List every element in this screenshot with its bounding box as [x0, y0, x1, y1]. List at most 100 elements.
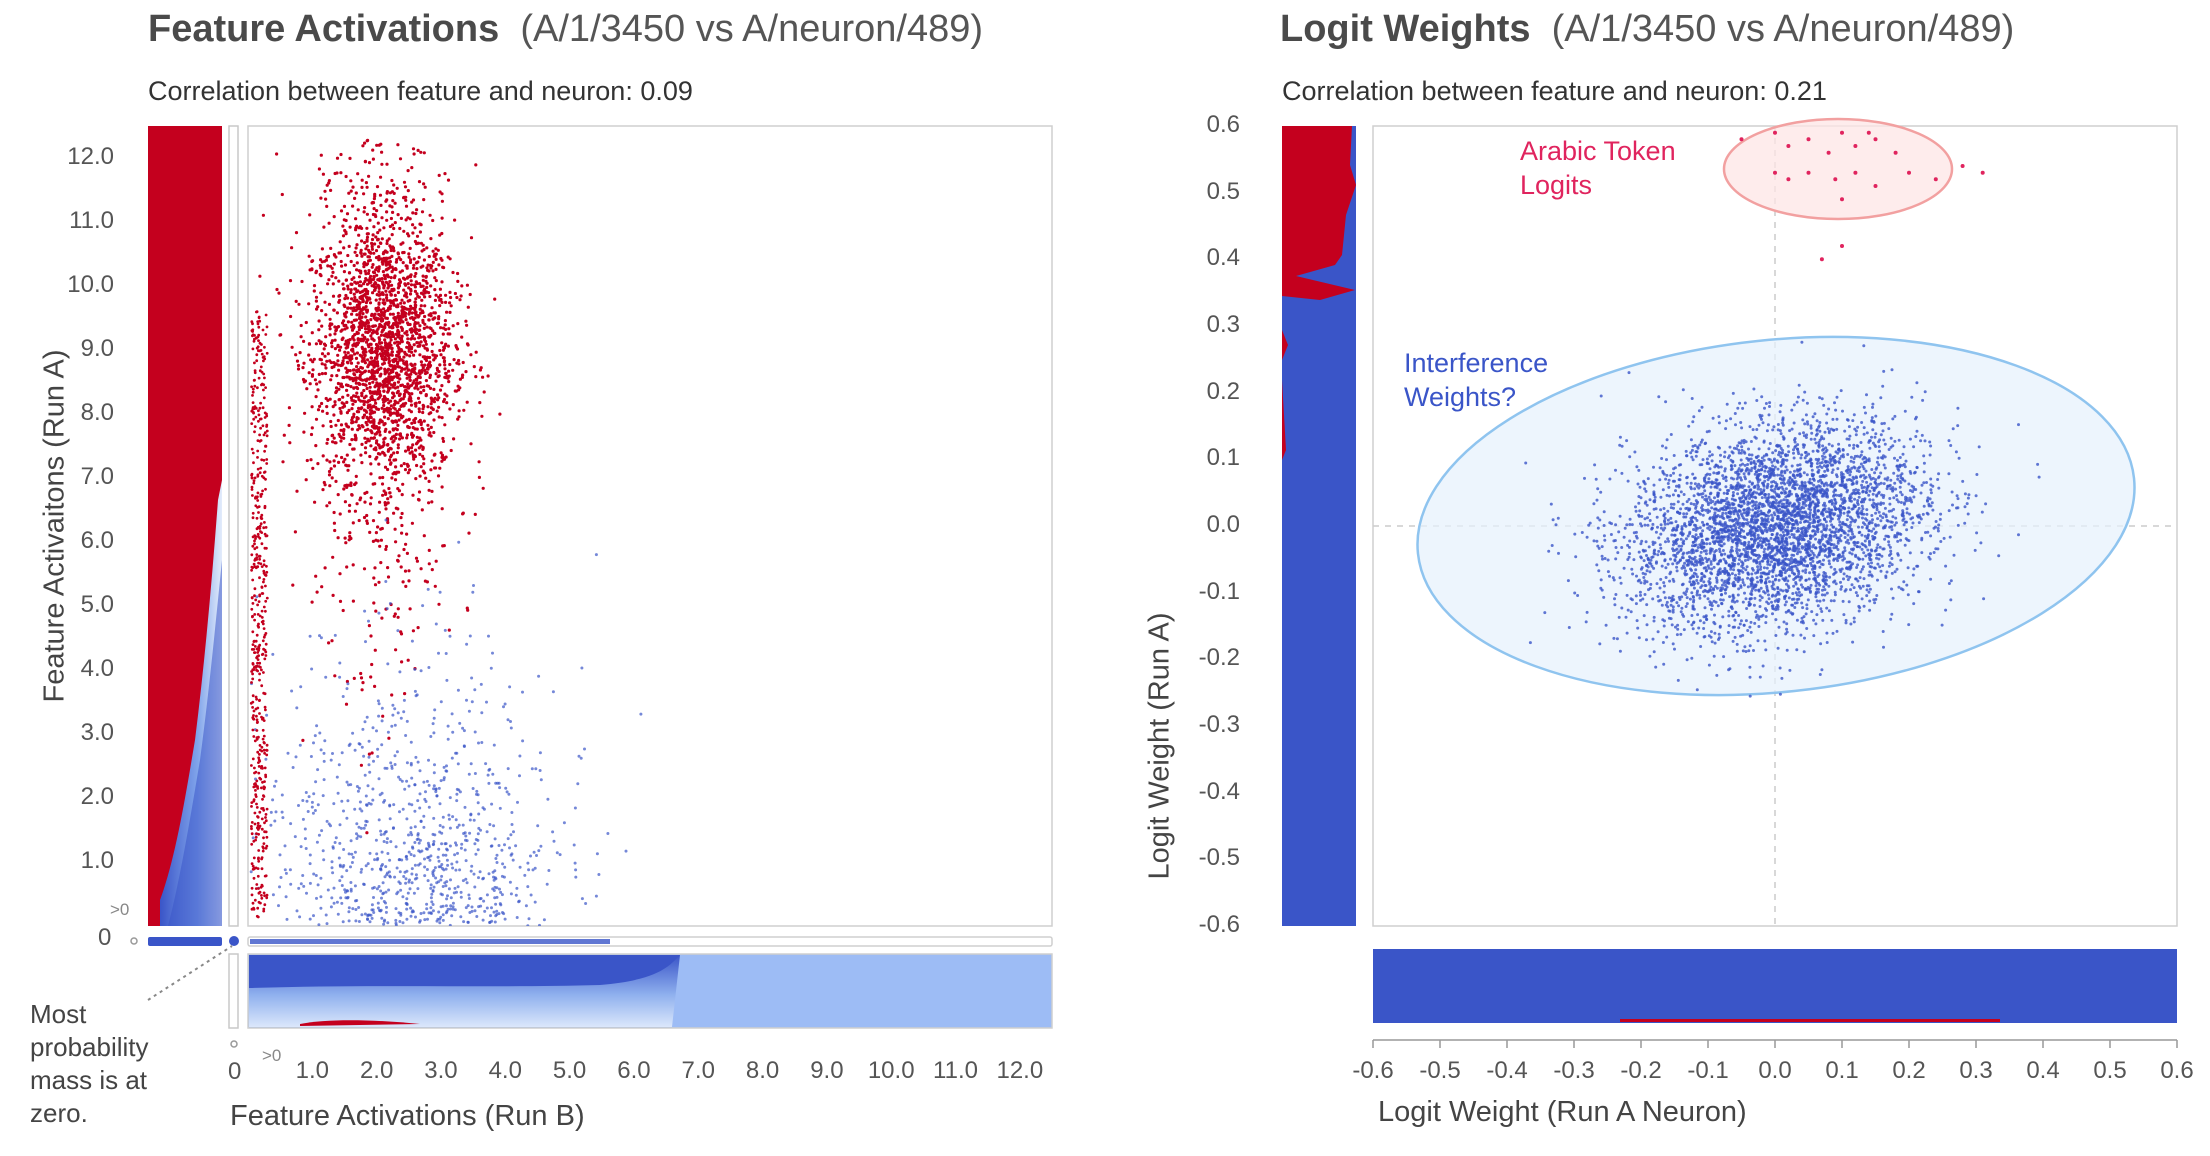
left-point-red — [381, 354, 385, 358]
left-point-blue — [353, 807, 357, 811]
left-point-blue — [379, 833, 383, 837]
left-point-blue — [445, 769, 449, 773]
left-point-blue — [393, 875, 397, 879]
left-point-blue — [503, 917, 507, 921]
left-point-red — [261, 489, 264, 493]
left-point-red — [252, 876, 256, 880]
left-point-red — [392, 403, 396, 407]
left-point-red — [408, 260, 413, 264]
left-point-red — [350, 320, 354, 324]
left-point-red — [371, 263, 375, 267]
left-point-red — [302, 339, 306, 343]
left-point-red — [262, 891, 266, 895]
left-point-blue — [407, 850, 411, 854]
left-point-blue — [336, 791, 340, 795]
left-point-red — [251, 516, 255, 520]
left-point-blue — [438, 917, 442, 921]
left-point-red — [253, 361, 256, 365]
left-point-blue — [409, 831, 413, 834]
right-point-blue — [1763, 469, 1767, 473]
left-point-blue — [425, 868, 429, 871]
left-point-red — [369, 496, 373, 500]
left-point-red — [432, 398, 436, 402]
left-point-red — [338, 298, 342, 302]
left-point-red — [414, 556, 419, 560]
right-point-blue — [1741, 566, 1745, 570]
right-point-blue — [1923, 439, 1927, 443]
left-point-red — [424, 358, 429, 363]
left-point-red — [388, 312, 392, 316]
left-point-red — [345, 388, 349, 392]
left-point-red — [419, 304, 423, 308]
left-point-blue — [535, 854, 538, 857]
right-point-blue — [1654, 665, 1658, 669]
left-point-red — [415, 559, 419, 563]
left-point-red — [258, 593, 262, 597]
left-point-red — [440, 300, 444, 304]
left-point-red — [310, 374, 314, 378]
left-point-red — [421, 292, 425, 296]
left-point-red — [321, 488, 325, 492]
left-point-red — [334, 454, 338, 458]
left-point-red — [333, 347, 337, 351]
left-point-blue — [319, 906, 323, 910]
left-point-red — [258, 536, 262, 540]
left-point-red — [328, 359, 332, 363]
left-point-blue — [334, 836, 338, 840]
left-point-red — [389, 338, 393, 342]
left-point-red — [265, 351, 269, 355]
right-point-blue — [1892, 471, 1896, 475]
left-point-blue — [450, 756, 454, 760]
left-point-red — [415, 378, 419, 382]
left-point-red — [255, 802, 258, 806]
left-point-red — [411, 334, 415, 338]
left-point-red — [332, 459, 336, 463]
left-point-red — [265, 458, 269, 461]
left-point-red — [375, 185, 380, 189]
left-point-blue — [573, 861, 577, 865]
left-point-red — [372, 275, 376, 279]
left-point-red — [353, 399, 357, 404]
left-point-red — [351, 415, 356, 419]
right-point-blue — [1856, 594, 1859, 598]
left-point-blue — [384, 910, 388, 914]
left-point-red — [403, 277, 407, 281]
left-point-red — [383, 325, 387, 329]
right-point-blue — [1712, 565, 1716, 569]
left-point-red — [347, 408, 351, 412]
left-point-red — [477, 460, 481, 464]
left-point-red — [344, 346, 348, 350]
left-point-red — [342, 428, 346, 432]
left-point-red — [397, 393, 401, 398]
left-point-red — [354, 308, 358, 312]
left-point-red — [333, 403, 337, 407]
left-point-red — [369, 274, 373, 278]
left-point-blue — [295, 909, 299, 913]
left-point-red — [357, 398, 361, 402]
left-point-red — [358, 312, 362, 316]
left-point-red — [386, 442, 390, 447]
left-point-blue — [518, 865, 522, 869]
left-point-red — [396, 311, 400, 315]
left-point-blue — [330, 866, 334, 870]
left-point-red — [370, 420, 374, 424]
right-point-blue — [1637, 468, 1641, 472]
left-point-blue — [491, 651, 494, 655]
left-point-red — [390, 233, 394, 237]
left-point-red — [261, 797, 264, 801]
left-point-red — [333, 332, 337, 336]
left-point-blue — [347, 852, 351, 856]
right-point-blue — [1682, 628, 1686, 632]
left-point-blue — [388, 602, 392, 605]
left-point-red — [422, 335, 426, 339]
left-point-blue — [464, 877, 468, 881]
left-point-red — [258, 824, 262, 828]
left-point-red — [380, 526, 384, 531]
left-point-red — [360, 185, 364, 189]
left-point-red — [385, 191, 389, 195]
left-point-red — [362, 359, 367, 363]
left-point-red — [345, 679, 349, 684]
left-point-red — [384, 507, 388, 511]
left-point-red — [465, 283, 469, 287]
left-point-red — [392, 511, 396, 515]
